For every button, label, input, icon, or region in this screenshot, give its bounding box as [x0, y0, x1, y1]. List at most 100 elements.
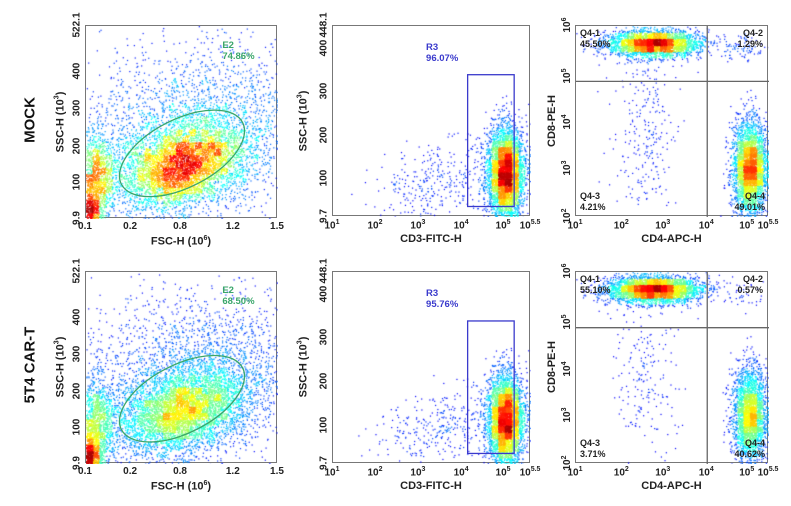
y-tick-label: 103 — [560, 160, 574, 176]
gate-overlay — [106, 338, 258, 460]
x-tick-label: 101 — [324, 466, 340, 479]
y-tick-label: 106 — [560, 17, 574, 33]
y-tick-label: 400 — [318, 285, 330, 303]
y-tick-label: 103 — [560, 407, 574, 423]
quadrant-percent: 45.50% — [580, 39, 611, 49]
tick-exponent: 4 — [464, 219, 469, 226]
quadrant-percent: 4.21% — [580, 202, 606, 212]
x-tick-label: 102 — [613, 466, 629, 479]
x-axis-label: CD4-APC-H — [641, 233, 702, 245]
gate-percent: 68.50% — [222, 296, 255, 308]
x-tick-label: 1.2 — [225, 466, 240, 477]
x-axis-label: CD3-FITC-H — [400, 480, 462, 492]
e2-gate-label: E2 68.50% — [222, 285, 254, 307]
e2-ellipse-gate[interactable] — [106, 338, 258, 460]
tick-exponent: 5.5 — [530, 219, 541, 226]
x-tick-label: 104 — [698, 219, 714, 232]
y-tick-label: 100 — [71, 173, 83, 191]
y-tick-label: 400 — [71, 308, 83, 326]
axis-label-text: ) — [207, 235, 212, 248]
x-tick-label: 0.2 — [123, 221, 138, 232]
axis-label-text: FSC-H (10 — [150, 235, 204, 248]
quadrant-label-q4-1: Q4-1 55.10% — [580, 274, 611, 296]
gate-overlay — [576, 272, 769, 464]
y-tick-label: 100 — [318, 416, 330, 433]
tick-exponent: 3 — [560, 160, 568, 165]
y-tick-label: 9.9 — [71, 211, 83, 225]
plot-car-t-cd3: R3 95.76% — [332, 271, 531, 464]
quadrant-name: Q4-1 — [580, 28, 601, 38]
tick-exponent: 2 — [624, 219, 629, 226]
tick-exponent: 1 — [335, 466, 340, 473]
quadrant-name: Q4-4 — [744, 191, 765, 201]
tick-exponent: 5 — [506, 219, 511, 226]
r3-rectangle-gate[interactable] — [466, 74, 515, 208]
gate-name: R3 — [426, 288, 439, 300]
tick-exponent: 4 — [464, 466, 469, 473]
y-tick-label: 448.1 — [318, 258, 330, 284]
y-tick-label: 106 — [560, 263, 574, 279]
tick-exponent: 1 — [335, 219, 340, 226]
tick-exponent: 5.5 — [768, 219, 779, 226]
x-tick-label: 1.5 — [270, 221, 284, 232]
y-axis-label: CD8-PE-H — [546, 94, 558, 147]
y-tick-label: 200 — [71, 382, 83, 400]
tick-exponent: 4 — [709, 466, 714, 473]
x-tick-label: 105 — [495, 219, 511, 232]
x-tick-label: 105.5 — [757, 219, 779, 232]
gate-percent: 74.86% — [222, 50, 255, 62]
x-tick-label: 1.5 — [270, 466, 284, 477]
row-label-car-t: 5T4 CAR-T — [21, 326, 39, 404]
x-tick-label: 104 — [698, 466, 714, 479]
y-tick-label: 522.1 — [71, 258, 83, 284]
density-scatter-points — [576, 272, 769, 464]
quadrant-percent: 55.10% — [580, 285, 611, 295]
axis-label-text: SSC-H (10 — [297, 344, 310, 398]
y-tick-label: 9.7 — [318, 209, 330, 223]
quadrant-label-q4-2: Q4-2 1.29% — [737, 28, 763, 50]
quadrant-label-q4-2: Q4-2 0.57% — [737, 274, 763, 296]
x-tick-label: 101 — [324, 219, 340, 232]
quadrant-percent: 1.29% — [737, 39, 763, 49]
axis-label-exponent: 3 — [53, 340, 61, 345]
tick-exponent: 2 — [560, 455, 568, 460]
y-tick-label: 102 — [560, 208, 574, 224]
quadrant-percent: 3.71% — [580, 449, 606, 459]
x-tick-label: 103 — [655, 466, 671, 479]
quadrant-percent: 49.01% — [734, 202, 765, 212]
plot-mock-fsc: E2 74.86% — [85, 25, 278, 219]
density-scatter-points — [86, 272, 278, 464]
x-tick-label: 102 — [613, 219, 629, 232]
e2-gate-label: E2 74.86% — [222, 40, 254, 62]
x-tick-label: 104 — [453, 219, 469, 232]
r3-rectangle-gate[interactable] — [466, 320, 515, 455]
axis-label-exponent: 6 — [203, 235, 208, 242]
y-tick-label: 9.7 — [318, 456, 330, 470]
tick-exponent: 5 — [506, 466, 511, 473]
gate-overlay — [106, 92, 258, 214]
y-tick-label: 200 — [71, 137, 83, 154]
plot-mock-cd4: Q4-1 45.50% Q4-2 1.29% Q4-3 4.21% Q4-4 49.01% — [575, 25, 769, 217]
axis-label-text: ) — [297, 336, 310, 341]
y-tick-label: 400 — [71, 62, 83, 80]
tick-exponent: 5 — [750, 466, 755, 473]
tick-exponent: 3 — [560, 407, 568, 412]
x-tick-label: 105.5 — [519, 219, 541, 232]
quadrant-label-q4-4: Q4-4 49.01% — [734, 191, 765, 213]
density-scatter-points — [576, 26, 769, 217]
e2-ellipse-gate[interactable] — [106, 92, 258, 214]
gate-percent: 96.07% — [426, 53, 459, 65]
x-axis-label: CD3-FITC-H — [400, 233, 462, 245]
quadrant-percent: 40.62% — [734, 449, 765, 459]
x-axis-label: FSC-H (106) — [151, 480, 211, 493]
gate-name: R3 — [426, 42, 439, 54]
density-scatter-points — [333, 26, 531, 217]
r3-gate-label: R3 96.07% — [426, 42, 458, 64]
quadrant-name: Q4-2 — [742, 28, 763, 38]
tick-exponent: 5 — [750, 219, 755, 226]
y-tick-label: 105 — [560, 314, 574, 330]
quadrant-name: Q4-3 — [580, 191, 601, 201]
density-scatter-points — [333, 272, 531, 464]
x-tick-label: 0.8 — [173, 221, 187, 232]
